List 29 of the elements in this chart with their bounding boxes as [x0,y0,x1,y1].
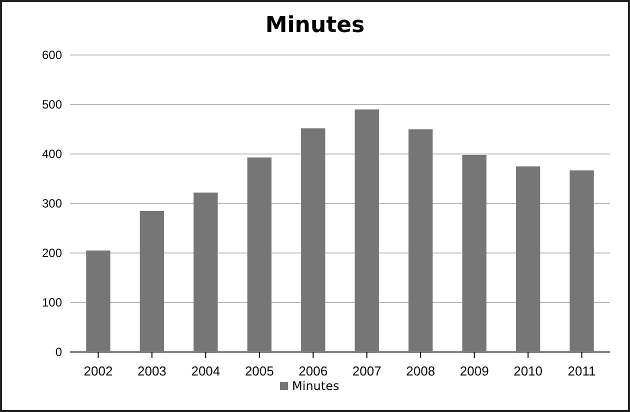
x-tick-label: 2003 [137,363,166,378]
bar [408,129,433,352]
y-tick-label: 400 [42,146,62,161]
bar [86,250,110,352]
y-tick-label: 300 [42,196,62,210]
bar [462,154,486,352]
y-tick-label: 100 [42,295,62,310]
x-tick-label: 2009 [460,363,489,378]
legend-label: Minutes [292,379,340,393]
bar [247,157,272,352]
bar [194,192,218,352]
bar [516,166,540,352]
y-tick-label: 200 [42,246,62,260]
x-tick-label: 2010 [514,363,543,378]
x-tick-label: 2005 [244,363,274,378]
y-tick-label: 500 [42,97,62,112]
x-tick-label: 2011 [568,363,596,378]
chart-title: Minutes [265,13,365,38]
x-tick-label: 2007 [352,363,382,378]
bar [301,128,326,352]
bar [570,170,594,352]
bar [140,210,164,352]
x-tick-label: 2006 [298,363,328,378]
x-tick-label: 2008 [406,363,436,378]
x-tick-label: 2002 [84,363,113,378]
bar [354,109,379,352]
y-tick-label: 600 [42,48,62,62]
x-tick-label: 2004 [191,363,220,378]
y-tick-label: 0 [55,344,62,359]
